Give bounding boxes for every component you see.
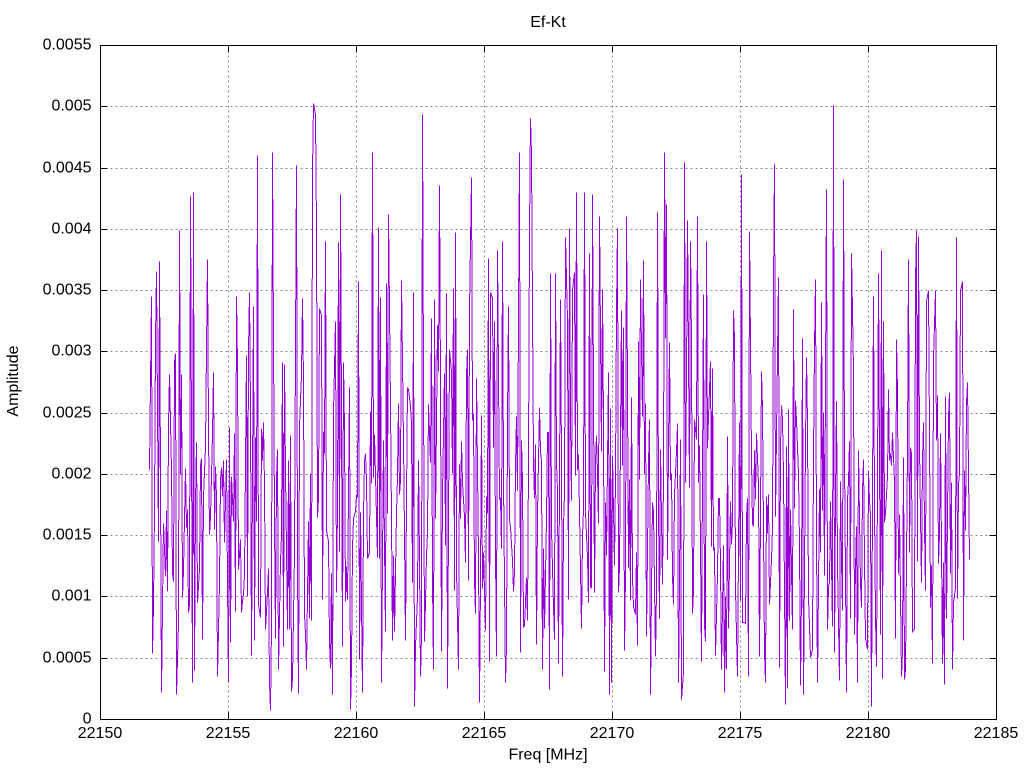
svg-text:22170: 22170 bbox=[590, 725, 635, 742]
svg-text:0.003: 0.003 bbox=[51, 343, 91, 360]
svg-text:0.005: 0.005 bbox=[51, 98, 91, 115]
svg-text:22155: 22155 bbox=[206, 725, 251, 742]
svg-text:0: 0 bbox=[83, 711, 92, 728]
svg-text:22160: 22160 bbox=[334, 725, 379, 742]
svg-text:0.0015: 0.0015 bbox=[43, 527, 92, 544]
svg-text:0.002: 0.002 bbox=[51, 466, 91, 483]
svg-text:0.0045: 0.0045 bbox=[43, 160, 92, 177]
svg-text:0.004: 0.004 bbox=[51, 221, 91, 238]
svg-text:0.0055: 0.0055 bbox=[43, 37, 92, 54]
svg-text:Ef-Kt: Ef-Kt bbox=[530, 14, 566, 31]
svg-text:Freq [MHz]: Freq [MHz] bbox=[508, 747, 587, 764]
svg-text:22175: 22175 bbox=[718, 725, 763, 742]
svg-text:0.0025: 0.0025 bbox=[43, 405, 92, 422]
svg-text:22165: 22165 bbox=[462, 725, 507, 742]
svg-text:22180: 22180 bbox=[846, 725, 891, 742]
svg-text:22150: 22150 bbox=[78, 725, 123, 742]
svg-text:0.0035: 0.0035 bbox=[43, 282, 92, 299]
svg-text:Amplitude: Amplitude bbox=[5, 345, 22, 416]
svg-text:0.0005: 0.0005 bbox=[43, 650, 92, 667]
svg-text:22185: 22185 bbox=[974, 725, 1019, 742]
svg-text:0.001: 0.001 bbox=[51, 588, 91, 605]
